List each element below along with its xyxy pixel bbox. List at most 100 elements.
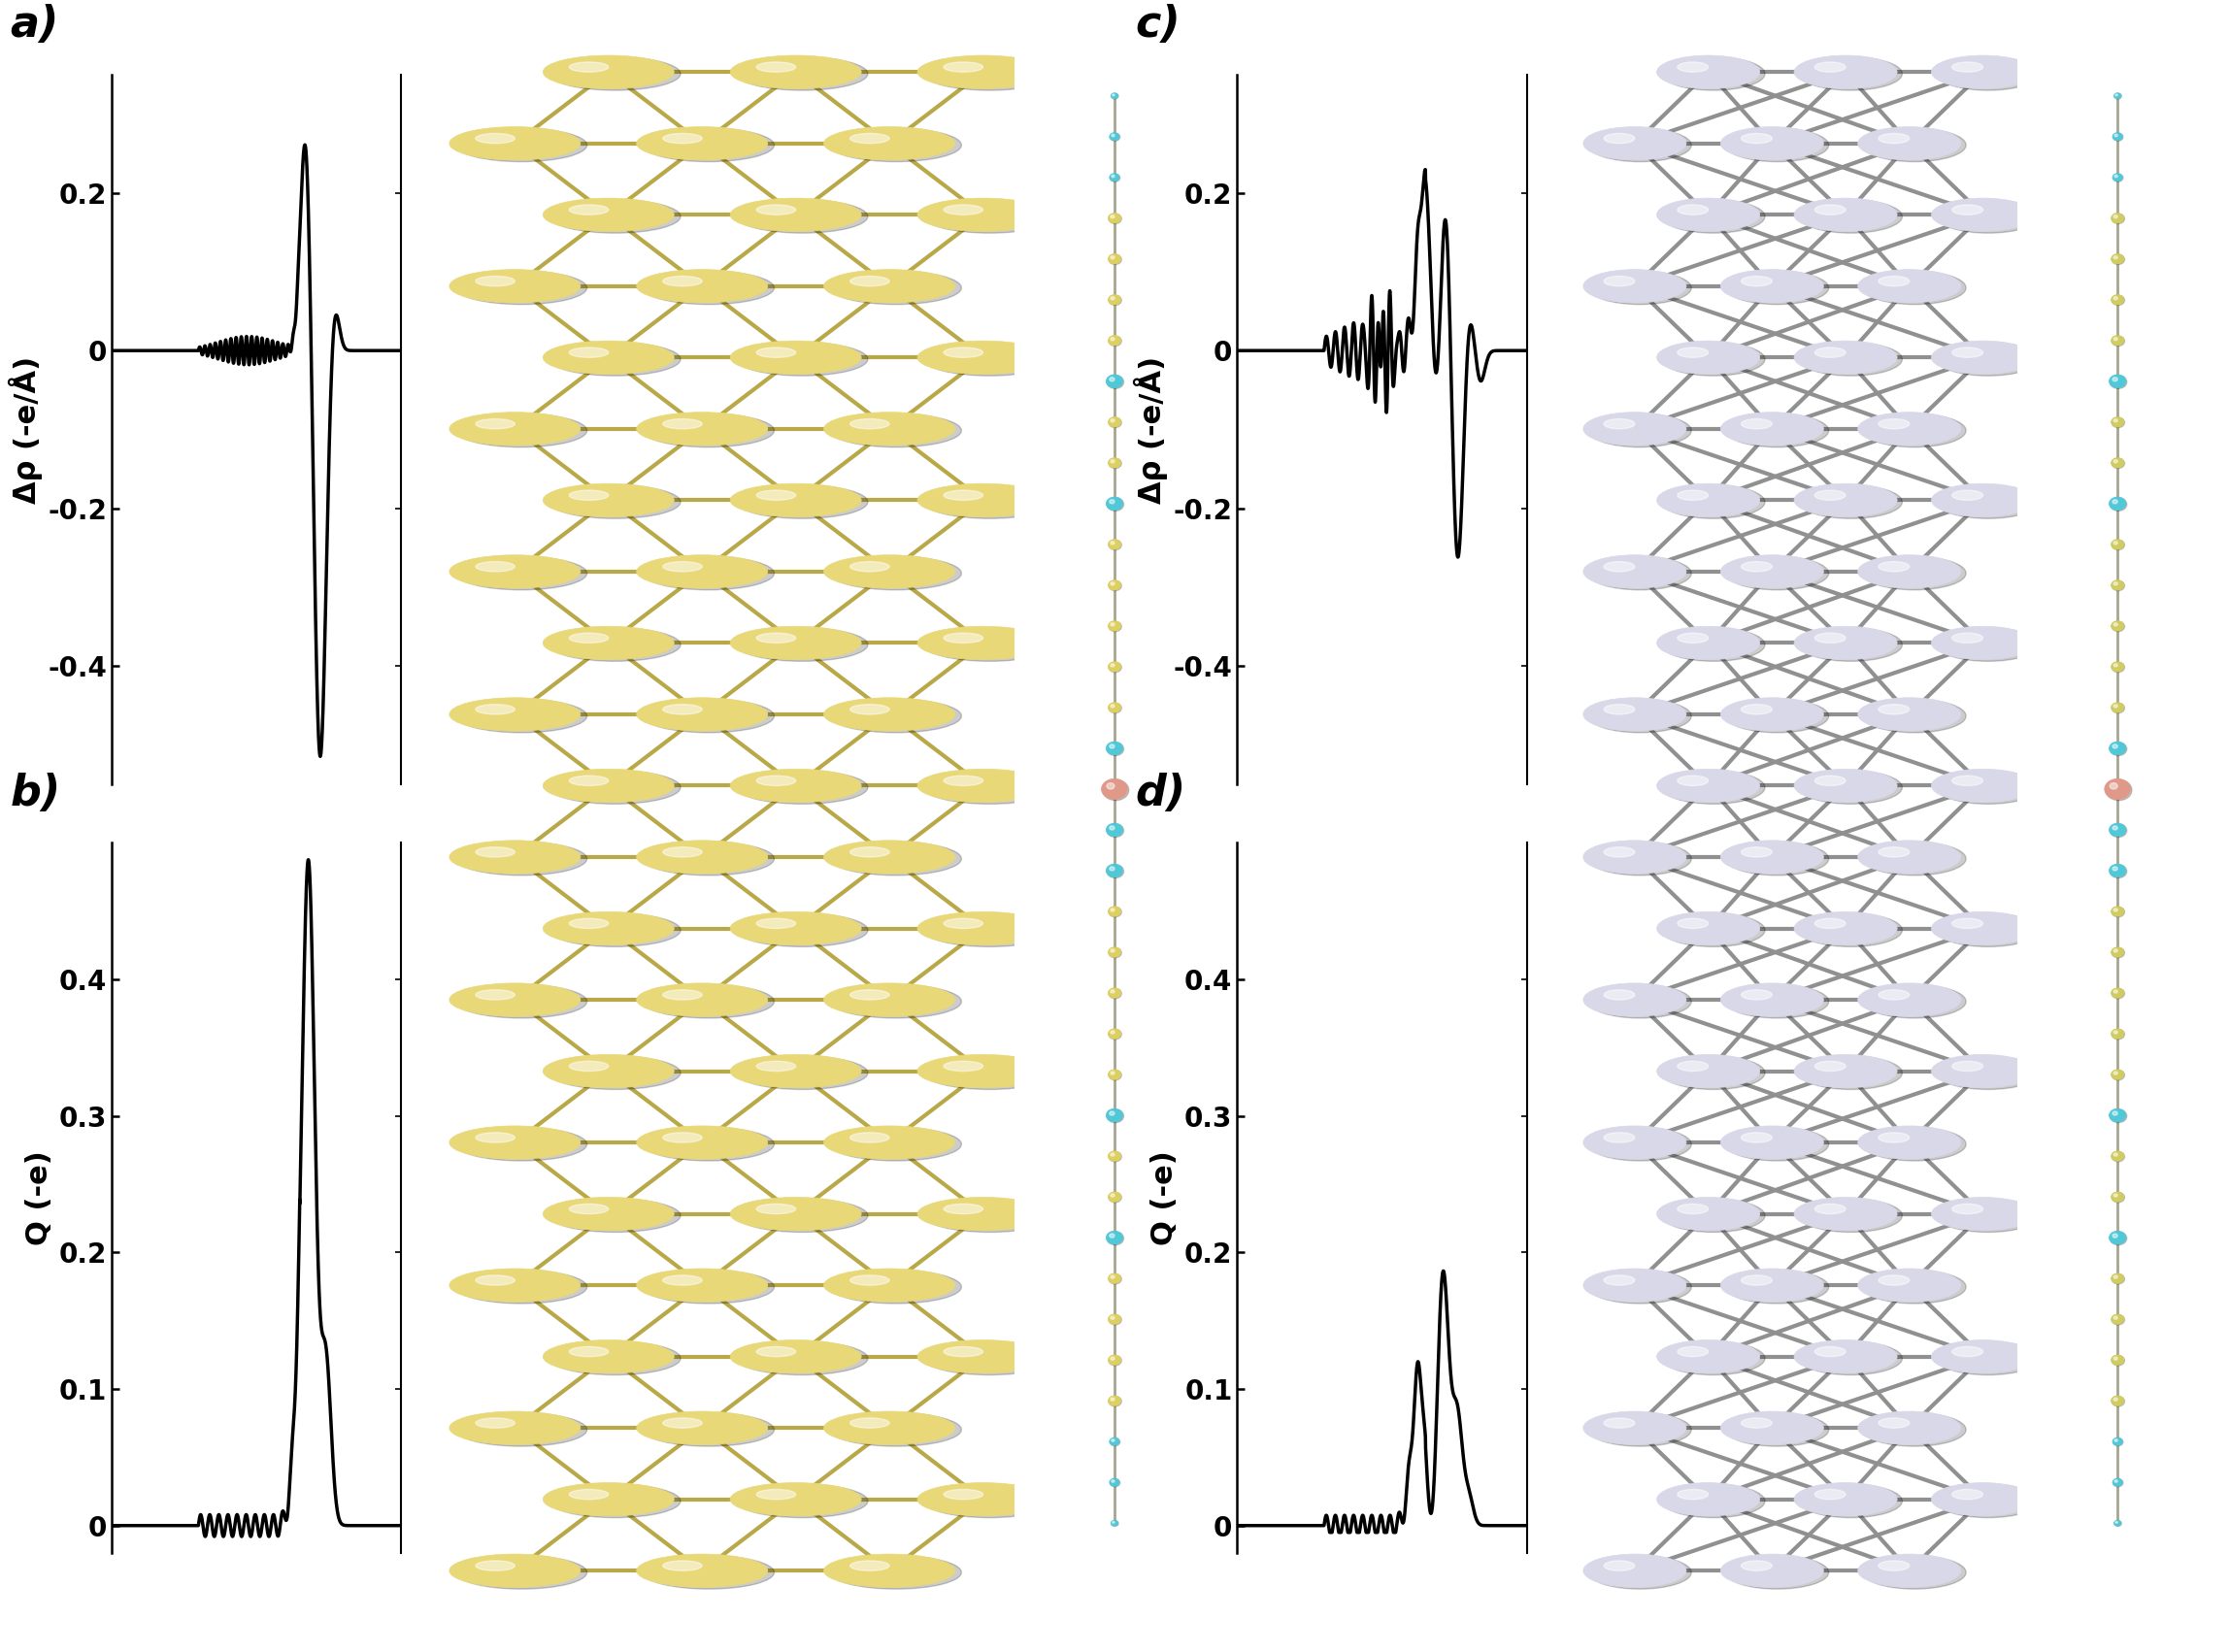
Circle shape <box>1583 1127 1687 1160</box>
Circle shape <box>637 127 767 160</box>
Circle shape <box>825 1411 954 1444</box>
Circle shape <box>544 340 673 373</box>
Circle shape <box>450 983 580 1016</box>
Circle shape <box>1108 864 1123 877</box>
Circle shape <box>1108 418 1121 428</box>
Circle shape <box>925 1199 1054 1232</box>
Circle shape <box>943 491 983 501</box>
Circle shape <box>551 914 680 947</box>
Circle shape <box>849 276 889 286</box>
Circle shape <box>1589 557 1692 590</box>
Circle shape <box>1879 1133 1910 1143</box>
Circle shape <box>637 555 767 588</box>
Circle shape <box>1108 580 1121 591</box>
Circle shape <box>1605 562 1634 572</box>
Circle shape <box>1879 847 1910 857</box>
Circle shape <box>568 1346 609 1356</box>
Circle shape <box>1725 1556 1828 1589</box>
Circle shape <box>1721 697 1823 730</box>
Circle shape <box>1725 843 1828 876</box>
Circle shape <box>943 347 983 357</box>
Circle shape <box>1108 621 1121 631</box>
Circle shape <box>457 699 586 732</box>
Circle shape <box>1110 1479 1119 1487</box>
Circle shape <box>1663 1056 1765 1089</box>
Circle shape <box>1112 175 1114 177</box>
Circle shape <box>1589 415 1692 448</box>
Circle shape <box>2111 540 2124 550</box>
Circle shape <box>1933 626 2035 659</box>
Circle shape <box>731 340 860 373</box>
Circle shape <box>825 127 954 160</box>
Circle shape <box>662 1417 702 1427</box>
Circle shape <box>1741 847 1772 857</box>
Circle shape <box>1108 1110 1123 1123</box>
Circle shape <box>1110 582 1114 585</box>
Circle shape <box>1725 415 1828 448</box>
Circle shape <box>450 841 580 874</box>
Circle shape <box>1656 1054 1761 1087</box>
Circle shape <box>1863 985 1966 1018</box>
Circle shape <box>2111 621 2124 631</box>
Circle shape <box>457 271 586 304</box>
Circle shape <box>1110 377 1114 382</box>
Circle shape <box>825 697 954 730</box>
Circle shape <box>1933 1340 2035 1373</box>
Circle shape <box>568 63 609 73</box>
Circle shape <box>1937 1056 2040 1089</box>
Circle shape <box>1589 271 1692 304</box>
Circle shape <box>1663 58 1765 91</box>
Circle shape <box>1794 912 1897 945</box>
Circle shape <box>1799 1485 1901 1518</box>
Circle shape <box>943 776 983 786</box>
Circle shape <box>1814 1346 1846 1356</box>
Circle shape <box>1953 1490 1984 1500</box>
Circle shape <box>756 919 796 928</box>
Circle shape <box>475 704 515 714</box>
Circle shape <box>2113 134 2122 140</box>
Circle shape <box>1112 134 1114 137</box>
Circle shape <box>831 415 961 448</box>
Circle shape <box>568 633 609 643</box>
Circle shape <box>2111 580 2124 591</box>
Circle shape <box>1725 1128 1828 1161</box>
Circle shape <box>1656 56 1761 89</box>
Circle shape <box>1937 200 2040 233</box>
Circle shape <box>1721 841 1823 874</box>
Circle shape <box>1678 1346 1707 1356</box>
Circle shape <box>1953 776 1984 786</box>
Circle shape <box>2115 1480 2118 1482</box>
Circle shape <box>1583 1411 1687 1444</box>
Circle shape <box>1741 1133 1772 1143</box>
Circle shape <box>943 919 983 928</box>
Circle shape <box>1110 297 1114 299</box>
Circle shape <box>2113 1234 2118 1237</box>
Circle shape <box>1108 335 1121 345</box>
Circle shape <box>551 342 680 375</box>
Circle shape <box>457 129 586 162</box>
Circle shape <box>457 1556 586 1589</box>
Circle shape <box>2113 1437 2122 1446</box>
Circle shape <box>551 1485 680 1518</box>
Circle shape <box>849 420 889 430</box>
Circle shape <box>637 269 767 302</box>
Circle shape <box>1108 1070 1121 1080</box>
Circle shape <box>1879 1561 1910 1571</box>
Circle shape <box>849 1561 889 1571</box>
Circle shape <box>551 1056 680 1089</box>
Circle shape <box>475 1275 515 1285</box>
Circle shape <box>1108 1191 1121 1203</box>
Circle shape <box>831 1556 961 1589</box>
Circle shape <box>2111 418 2124 428</box>
Circle shape <box>1859 127 1962 160</box>
Circle shape <box>738 342 867 375</box>
Circle shape <box>568 1490 609 1500</box>
Circle shape <box>918 626 1048 659</box>
Circle shape <box>2115 1439 2118 1442</box>
Circle shape <box>2111 824 2126 838</box>
Text: b): b) <box>11 773 60 814</box>
Circle shape <box>918 484 1048 517</box>
Circle shape <box>1656 1483 1761 1517</box>
Circle shape <box>1108 662 1121 672</box>
Circle shape <box>2111 1151 2124 1161</box>
